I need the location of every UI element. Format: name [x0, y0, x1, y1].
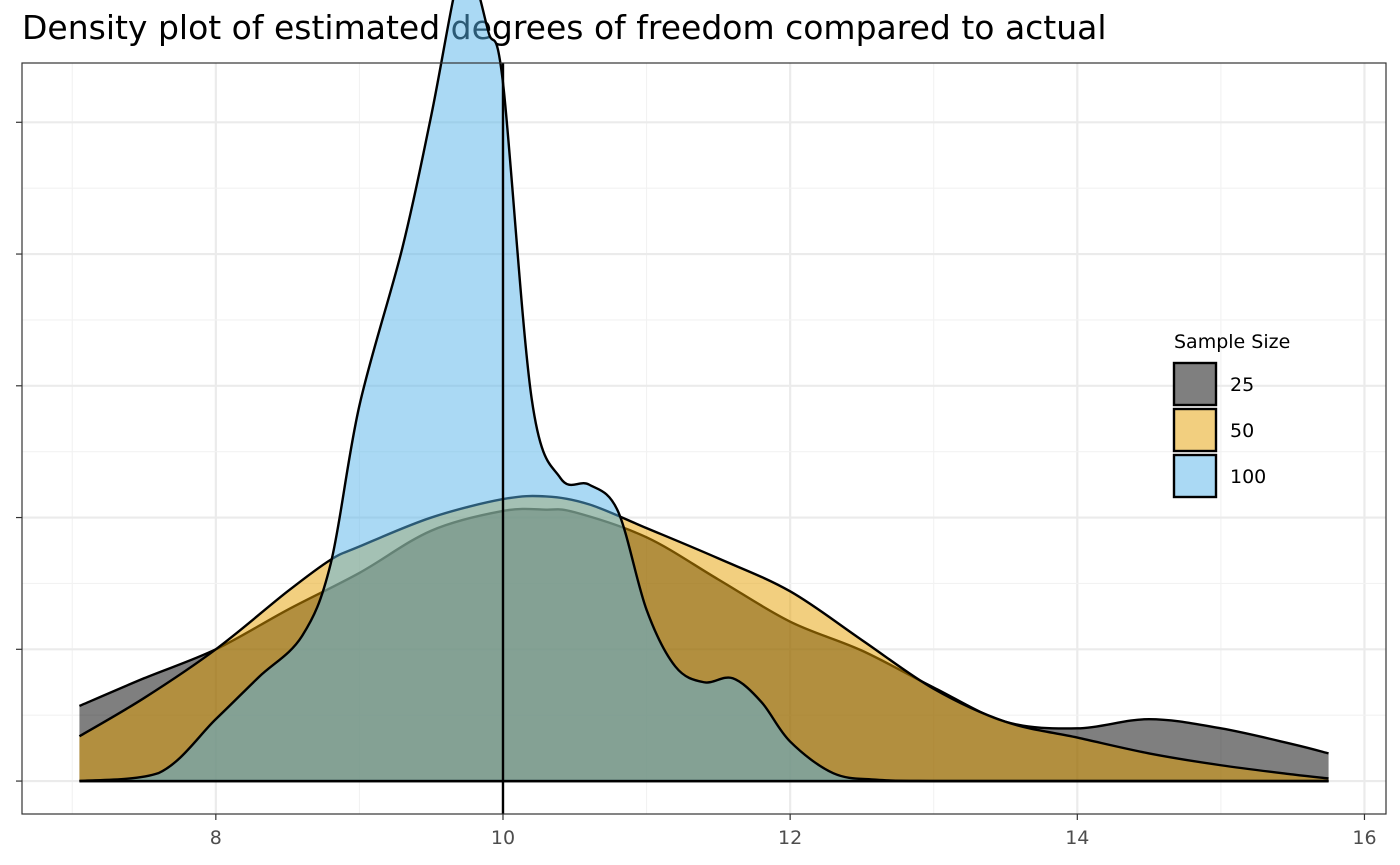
legend-label-25: 25: [1230, 374, 1254, 396]
density-curve-100: [79, 0, 1329, 783]
legend-key-25: [1172, 361, 1218, 407]
legend-item-50: 50: [1172, 407, 1254, 453]
chart-title: Density plot of estimated degrees of fre…: [22, 8, 1107, 47]
density-curve-50: [78, 494, 1329, 780]
legend-item-25: 25: [1172, 361, 1254, 407]
legend-label-100: 100: [1230, 466, 1266, 488]
density-area-100: [79, 0, 1329, 782]
legend-label-50: 50: [1230, 420, 1254, 442]
legend-item-100: 100: [1172, 453, 1266, 499]
panel-border: [21, 62, 1387, 815]
legend-key-50: [1172, 407, 1218, 453]
density-series-100: [79, 0, 1329, 783]
legend-title: Sample Size: [1174, 331, 1290, 353]
legend: Sample Size 25 50 100: [1172, 331, 1290, 499]
x-tick-label: 8: [210, 827, 222, 849]
x-tick-label: 12: [778, 827, 802, 849]
x-tick-label: 16: [1352, 827, 1376, 849]
x-axis: 8 10 12 14 16: [16, 121, 1377, 849]
density-areas: [78, 0, 1329, 783]
x-tick-label: 10: [491, 827, 515, 849]
x-tick-label: 14: [1065, 827, 1089, 849]
legend-key-100: [1172, 453, 1218, 499]
